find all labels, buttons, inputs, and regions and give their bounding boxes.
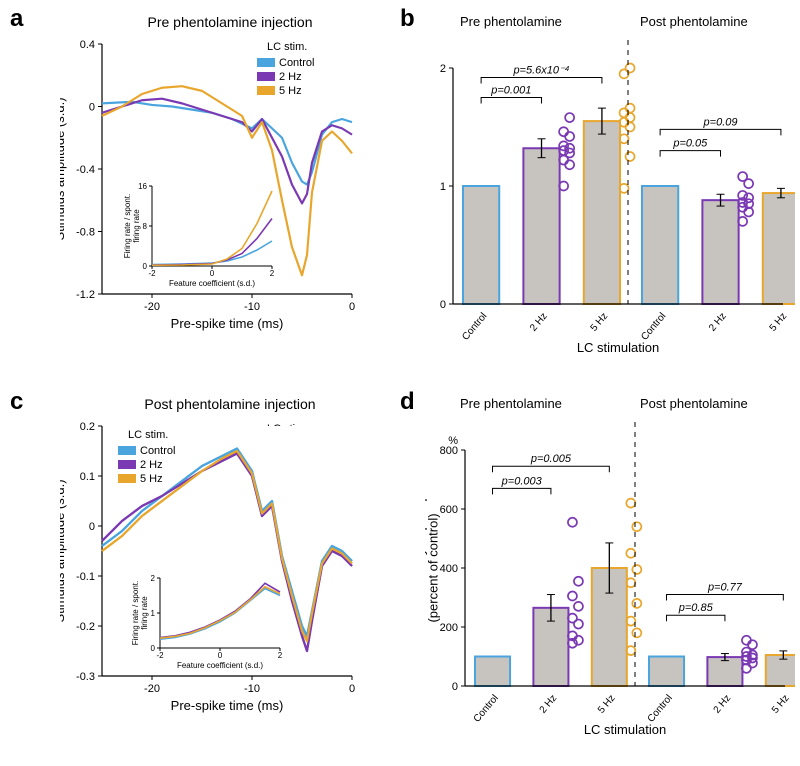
svg-text:-10: -10 [244, 683, 260, 695]
svg-text:Firing rate / spont.: Firing rate / spont. [131, 581, 140, 645]
svg-text:0: 0 [89, 102, 95, 114]
panel-c-title: Post phentolamine injection [120, 396, 340, 412]
svg-text:LC stimulation: LC stimulation [577, 340, 659, 355]
svg-text:-20: -20 [144, 301, 160, 313]
svg-text:firing rate: firing rate [132, 209, 141, 243]
svg-text:0.4: 0.4 [80, 39, 95, 51]
svg-text:2: 2 [151, 574, 156, 583]
svg-text:LC stimulation: LC stimulation [584, 722, 666, 737]
panel-b-post-subtitle: Post phentolamine [640, 14, 748, 29]
svg-text:Control: Control [279, 57, 314, 69]
svg-text:Control: Control [460, 311, 489, 343]
panel-d-chart: 0200400600800%Information conveyed per s… [425, 418, 795, 758]
svg-text:2 Hz: 2 Hz [538, 693, 560, 716]
svg-text:2: 2 [278, 651, 283, 660]
svg-text:8: 8 [143, 222, 148, 231]
svg-text:-0.8: -0.8 [76, 227, 95, 239]
svg-text:Pre-spike time (ms): Pre-spike time (ms) [171, 698, 284, 713]
svg-text:-10: -10 [244, 301, 260, 313]
svg-text:400: 400 [440, 563, 458, 575]
svg-text:-0.4: -0.4 [76, 164, 95, 176]
svg-text:Pre-spike time (ms): Pre-spike time (ms) [171, 316, 284, 331]
svg-text:600: 600 [440, 504, 458, 516]
svg-text:-0.3: -0.3 [76, 671, 95, 683]
svg-text:0.1: 0.1 [80, 471, 95, 483]
svg-text:5 Hz: 5 Hz [596, 693, 618, 716]
svg-text:0: 0 [440, 299, 446, 311]
svg-text:2 Hz: 2 Hz [712, 693, 734, 716]
svg-text:2 Hz: 2 Hz [707, 311, 729, 334]
svg-text:0.2: 0.2 [80, 421, 95, 433]
svg-text:16: 16 [138, 182, 147, 191]
panel-c-label: c [10, 388, 23, 416]
svg-text:%: % [448, 435, 458, 447]
svg-text:1: 1 [440, 181, 446, 193]
svg-text:0: 0 [151, 644, 156, 653]
svg-text:0: 0 [349, 683, 355, 695]
svg-text:LC stim.: LC stim. [267, 41, 307, 53]
svg-text:Feature coefficient (s.d.): Feature coefficient (s.d.) [177, 661, 263, 670]
svg-text:0: 0 [210, 269, 215, 278]
svg-text:p=0.05: p=0.05 [672, 138, 708, 150]
svg-text:p=0.09: p=0.09 [703, 116, 738, 128]
svg-text:0: 0 [349, 301, 355, 313]
svg-text:0: 0 [218, 651, 223, 660]
svg-text:Control: Control [639, 311, 668, 343]
svg-text:2: 2 [440, 63, 446, 75]
svg-text:Stimulus amplitude (s.d.): Stimulus amplitude (s.d.) [60, 479, 67, 622]
panel-c-chart: -0.3-0.2-0.100.10.2-20-100Pre-spike time… [60, 418, 380, 728]
panel-a-title: Pre phentolamine injection [120, 14, 340, 30]
svg-text:5 Hz: 5 Hz [768, 311, 790, 334]
svg-text:Control: Control [646, 693, 675, 725]
svg-text:200: 200 [440, 622, 458, 634]
svg-text:0: 0 [452, 681, 458, 693]
svg-text:-1.2: -1.2 [76, 289, 95, 301]
svg-text:-2: -2 [156, 651, 164, 660]
panel-d-label: d [400, 388, 415, 416]
panel-d-pre-subtitle: Pre phentolamine [460, 396, 562, 411]
svg-text:p=0.001: p=0.001 [490, 85, 531, 97]
svg-text:Feature coefficient (s.d.): Feature coefficient (s.d.) [169, 279, 255, 288]
svg-text:p=0.77: p=0.77 [707, 582, 743, 594]
svg-text:2 Hz: 2 Hz [528, 311, 550, 334]
svg-text:5 Hz: 5 Hz [589, 311, 611, 334]
svg-text:Control: Control [472, 693, 501, 725]
panel-b-label: b [400, 5, 415, 33]
svg-text:0: 0 [89, 521, 95, 533]
svg-text:-0.1: -0.1 [76, 571, 95, 583]
svg-text:5 Hz: 5 Hz [279, 85, 302, 97]
svg-text:LC stim.: LC stim. [128, 429, 168, 441]
svg-text:2 Hz: 2 Hz [140, 459, 163, 471]
panel-a-chart: -1.2-0.8-0.400.4-20-100Pre-spike time (m… [60, 36, 380, 346]
svg-text:p=5.6x10⁻⁴: p=5.6x10⁻⁴ [512, 64, 569, 76]
svg-text:-2: -2 [148, 269, 156, 278]
svg-text:p=0.005: p=0.005 [530, 453, 572, 465]
svg-text:p=0.85: p=0.85 [678, 602, 714, 614]
svg-text:-0.2: -0.2 [76, 621, 95, 633]
panel-b-chart: 012Feature modulation factorControl2 Hz5… [425, 36, 795, 366]
svg-text:1: 1 [151, 609, 156, 618]
svg-text:5 Hz: 5 Hz [770, 693, 792, 716]
svg-text:2 Hz: 2 Hz [279, 71, 302, 83]
panel-b-pre-subtitle: Pre phentolamine [460, 14, 562, 29]
svg-text:0: 0 [143, 262, 148, 271]
svg-text:p=0.003: p=0.003 [501, 475, 543, 487]
svg-text:Firing rate / spont.: Firing rate / spont. [123, 194, 132, 258]
svg-text:Control: Control [140, 445, 175, 457]
svg-text:Stimulus amplitude (s.d.): Stimulus amplitude (s.d.) [60, 97, 67, 240]
panel-a-label: a [10, 5, 23, 33]
panel-d-post-subtitle: Post phentolamine [640, 396, 748, 411]
svg-text:2: 2 [270, 269, 275, 278]
svg-text:firing rate: firing rate [140, 596, 149, 630]
svg-text:(percent of control): (percent of control) [426, 513, 441, 622]
svg-text:5 Hz: 5 Hz [140, 473, 163, 485]
svg-text:-20: -20 [144, 683, 160, 695]
